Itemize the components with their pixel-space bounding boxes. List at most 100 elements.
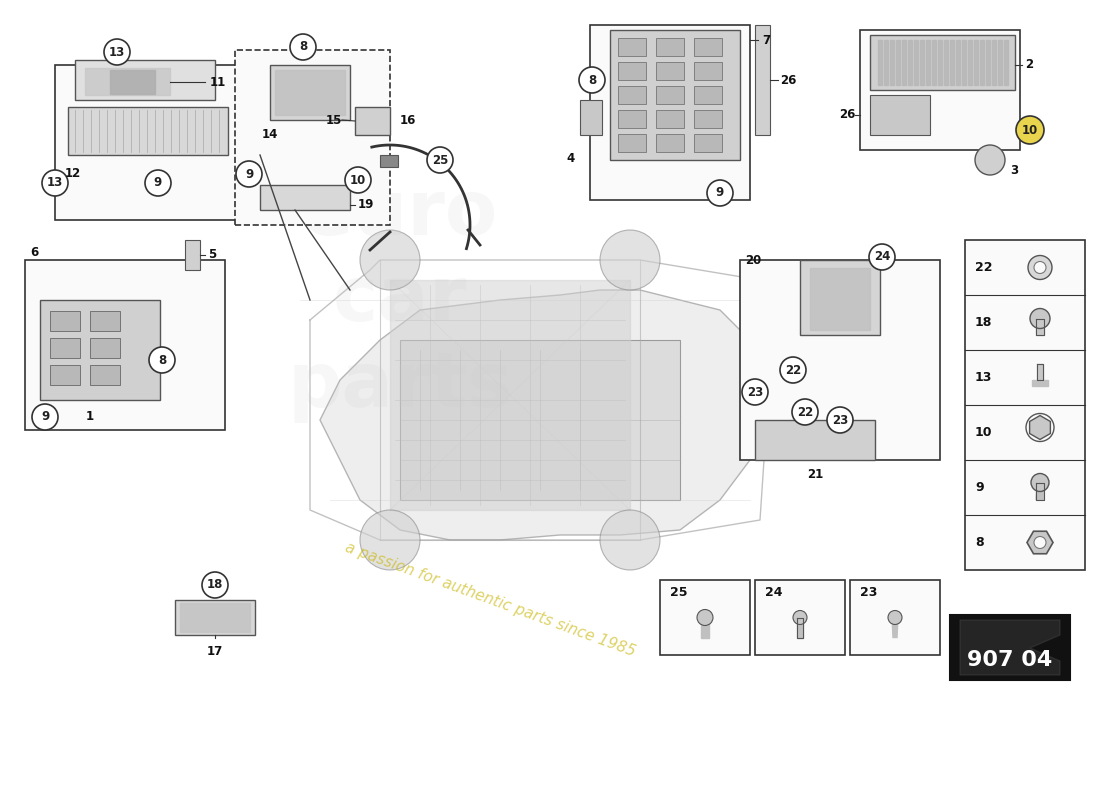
Polygon shape: [968, 40, 972, 85]
Text: 4: 4: [566, 152, 575, 165]
Polygon shape: [878, 40, 882, 85]
Text: 22: 22: [975, 261, 992, 274]
Text: 3: 3: [1010, 163, 1019, 177]
Text: 22: 22: [796, 406, 813, 418]
Circle shape: [290, 34, 316, 60]
Polygon shape: [962, 40, 966, 85]
Polygon shape: [1036, 318, 1044, 334]
Polygon shape: [1030, 415, 1050, 439]
FancyBboxPatch shape: [870, 95, 930, 135]
Polygon shape: [390, 280, 630, 510]
Circle shape: [697, 610, 713, 626]
FancyBboxPatch shape: [270, 65, 350, 120]
FancyBboxPatch shape: [850, 580, 940, 655]
Polygon shape: [960, 620, 1060, 675]
FancyBboxPatch shape: [50, 365, 80, 385]
Text: 21: 21: [807, 468, 823, 481]
Polygon shape: [950, 40, 954, 85]
Text: 9: 9: [245, 167, 253, 181]
Text: 13: 13: [975, 371, 992, 384]
Polygon shape: [320, 290, 760, 540]
Circle shape: [104, 39, 130, 65]
Text: 24: 24: [873, 250, 890, 263]
Polygon shape: [920, 40, 924, 85]
FancyBboxPatch shape: [618, 38, 646, 56]
Polygon shape: [892, 618, 898, 638]
FancyBboxPatch shape: [656, 62, 684, 80]
Circle shape: [360, 230, 420, 290]
Text: 20: 20: [745, 254, 761, 266]
Circle shape: [793, 610, 807, 625]
FancyBboxPatch shape: [950, 615, 1070, 680]
Text: 26: 26: [838, 109, 855, 122]
Circle shape: [888, 610, 902, 625]
Polygon shape: [956, 40, 960, 85]
Circle shape: [1034, 537, 1046, 549]
FancyBboxPatch shape: [235, 50, 390, 225]
Circle shape: [1034, 262, 1046, 274]
Text: a passion for authentic parts since 1985: a passion for authentic parts since 1985: [343, 540, 637, 660]
FancyBboxPatch shape: [610, 30, 740, 160]
Circle shape: [869, 244, 895, 270]
FancyBboxPatch shape: [68, 107, 228, 155]
Polygon shape: [914, 40, 918, 85]
Text: 907 04: 907 04: [967, 650, 1053, 670]
Text: 9: 9: [41, 410, 50, 423]
Text: 13: 13: [109, 46, 125, 58]
FancyBboxPatch shape: [90, 365, 120, 385]
Circle shape: [780, 357, 806, 383]
Polygon shape: [110, 70, 155, 94]
Text: 2: 2: [1025, 58, 1033, 71]
Circle shape: [579, 67, 605, 93]
Circle shape: [827, 407, 853, 433]
FancyBboxPatch shape: [656, 134, 684, 152]
FancyBboxPatch shape: [800, 260, 880, 335]
Circle shape: [236, 161, 262, 187]
Circle shape: [32, 404, 58, 430]
FancyBboxPatch shape: [400, 340, 680, 500]
Polygon shape: [1036, 482, 1044, 499]
Text: 26: 26: [780, 74, 796, 86]
FancyBboxPatch shape: [660, 580, 750, 655]
FancyBboxPatch shape: [90, 311, 120, 331]
Circle shape: [1028, 255, 1052, 279]
FancyBboxPatch shape: [75, 60, 214, 100]
FancyBboxPatch shape: [618, 110, 646, 128]
Text: 10: 10: [350, 174, 366, 186]
Polygon shape: [1032, 379, 1048, 386]
Text: 15: 15: [326, 114, 342, 126]
Polygon shape: [974, 40, 978, 85]
FancyBboxPatch shape: [580, 100, 602, 135]
Text: 18: 18: [207, 578, 223, 591]
FancyBboxPatch shape: [618, 134, 646, 152]
FancyBboxPatch shape: [175, 600, 255, 635]
Polygon shape: [998, 40, 1002, 85]
Circle shape: [345, 167, 371, 193]
FancyBboxPatch shape: [694, 38, 722, 56]
Text: 8: 8: [158, 354, 166, 366]
Polygon shape: [798, 618, 803, 638]
Polygon shape: [275, 70, 345, 115]
FancyBboxPatch shape: [656, 110, 684, 128]
Circle shape: [742, 379, 768, 405]
Polygon shape: [980, 40, 984, 85]
FancyBboxPatch shape: [755, 580, 845, 655]
Text: 8: 8: [299, 41, 307, 54]
Text: 10: 10: [975, 426, 992, 439]
Text: 23: 23: [747, 386, 763, 398]
Circle shape: [1016, 116, 1044, 144]
Text: 10: 10: [1022, 123, 1038, 137]
Polygon shape: [926, 40, 929, 85]
Polygon shape: [810, 268, 870, 330]
FancyBboxPatch shape: [740, 260, 940, 460]
Circle shape: [360, 510, 420, 570]
Polygon shape: [944, 40, 948, 85]
Polygon shape: [884, 40, 888, 85]
Text: 14: 14: [262, 128, 278, 141]
Polygon shape: [701, 618, 710, 638]
FancyBboxPatch shape: [870, 35, 1015, 90]
Text: 1: 1: [86, 410, 95, 423]
Polygon shape: [992, 40, 996, 85]
Polygon shape: [1004, 40, 1008, 85]
FancyBboxPatch shape: [185, 240, 200, 270]
